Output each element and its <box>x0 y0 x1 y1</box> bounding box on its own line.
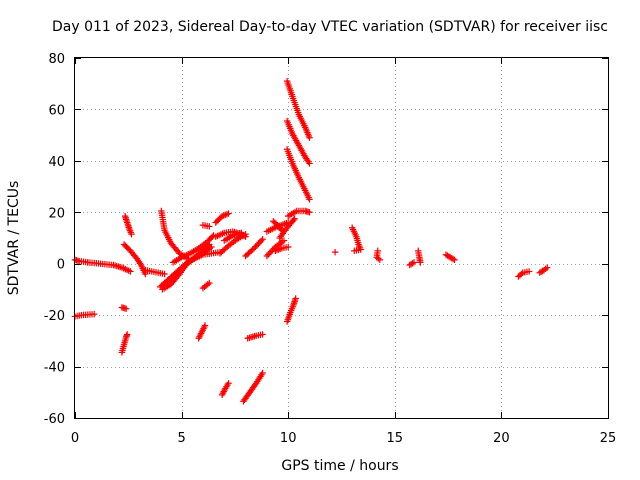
data-point <box>291 215 298 222</box>
data-marks <box>71 77 551 405</box>
data-point <box>265 251 272 258</box>
x-axis-label: GPS time / hours <box>281 458 398 474</box>
data-point <box>171 271 178 279</box>
data-point <box>259 331 266 338</box>
data-point <box>169 273 177 280</box>
data-point <box>544 264 551 271</box>
axis-ticks <box>75 58 609 419</box>
y-tick-label: -40 <box>44 361 65 376</box>
data-point <box>518 270 525 278</box>
data-point <box>306 134 313 141</box>
data-point <box>306 196 313 203</box>
data-point <box>172 270 180 277</box>
data-point <box>267 248 275 255</box>
data-point <box>176 265 184 273</box>
data-point <box>409 260 416 267</box>
data-point <box>266 249 273 257</box>
data-point <box>376 256 384 264</box>
data-point <box>410 259 418 266</box>
data-point <box>331 248 339 256</box>
data-point <box>249 246 256 253</box>
data-point <box>90 310 98 318</box>
data-point <box>127 268 134 275</box>
y-tick-label: 80 <box>48 52 65 67</box>
data-point <box>280 237 288 244</box>
y-tick-labels: -60 -40 -20 0 20 40 60 80 <box>44 52 65 427</box>
data-point <box>306 160 313 167</box>
y-tick-label: -20 <box>44 309 65 324</box>
data-point <box>525 268 533 275</box>
data-point <box>225 380 232 387</box>
data-point <box>175 267 182 274</box>
data-point <box>251 381 259 388</box>
x-tick-label: 25 <box>600 431 617 446</box>
data-point <box>201 322 209 329</box>
data-point <box>122 305 130 312</box>
data-point <box>263 252 271 260</box>
plot-frame <box>74 57 609 419</box>
data-point <box>285 243 292 251</box>
x-tick-label: 20 <box>493 431 510 446</box>
data-point <box>417 259 424 266</box>
chart-title: Day 011 of 2023, Sidereal Day-to-day VTE… <box>52 19 608 35</box>
y-tick-label: 0 <box>57 258 65 273</box>
data-point <box>351 247 358 255</box>
y-axis-label: SDTVAR / TECUs <box>6 181 22 296</box>
data-point <box>174 268 181 276</box>
data-point <box>250 245 258 252</box>
data-point <box>259 236 266 243</box>
data-point <box>257 237 265 244</box>
x-tick-label: 10 <box>280 431 297 446</box>
data-point <box>161 270 168 278</box>
data-point <box>225 210 232 217</box>
data-point <box>451 256 458 264</box>
y-tick-label: 60 <box>48 103 65 118</box>
data-point <box>206 279 213 287</box>
data-point <box>208 243 215 251</box>
y-tick-label: -60 <box>44 412 65 427</box>
data-point <box>255 240 262 247</box>
y-tick-label: 20 <box>48 206 65 221</box>
data-point <box>256 239 263 246</box>
data-point <box>306 209 313 216</box>
data-point <box>290 216 297 224</box>
data-point <box>253 242 261 249</box>
x-tick-labels: 0 5 10 15 20 25 <box>71 431 616 446</box>
data-point <box>292 295 299 302</box>
data-point <box>238 229 245 237</box>
x-tick-label: 15 <box>387 431 404 446</box>
data-point <box>252 243 259 250</box>
data-point <box>124 331 131 338</box>
data-point <box>128 230 135 238</box>
x-tick-label: 5 <box>177 431 185 446</box>
grid <box>75 58 608 418</box>
data-point <box>375 255 382 262</box>
y-tick-label: 40 <box>48 155 65 170</box>
data-point <box>206 223 213 230</box>
data-point <box>259 369 266 377</box>
data-point <box>449 255 457 263</box>
x-tick-label: 0 <box>71 431 79 446</box>
data-point <box>277 225 284 233</box>
data-point <box>242 230 249 238</box>
